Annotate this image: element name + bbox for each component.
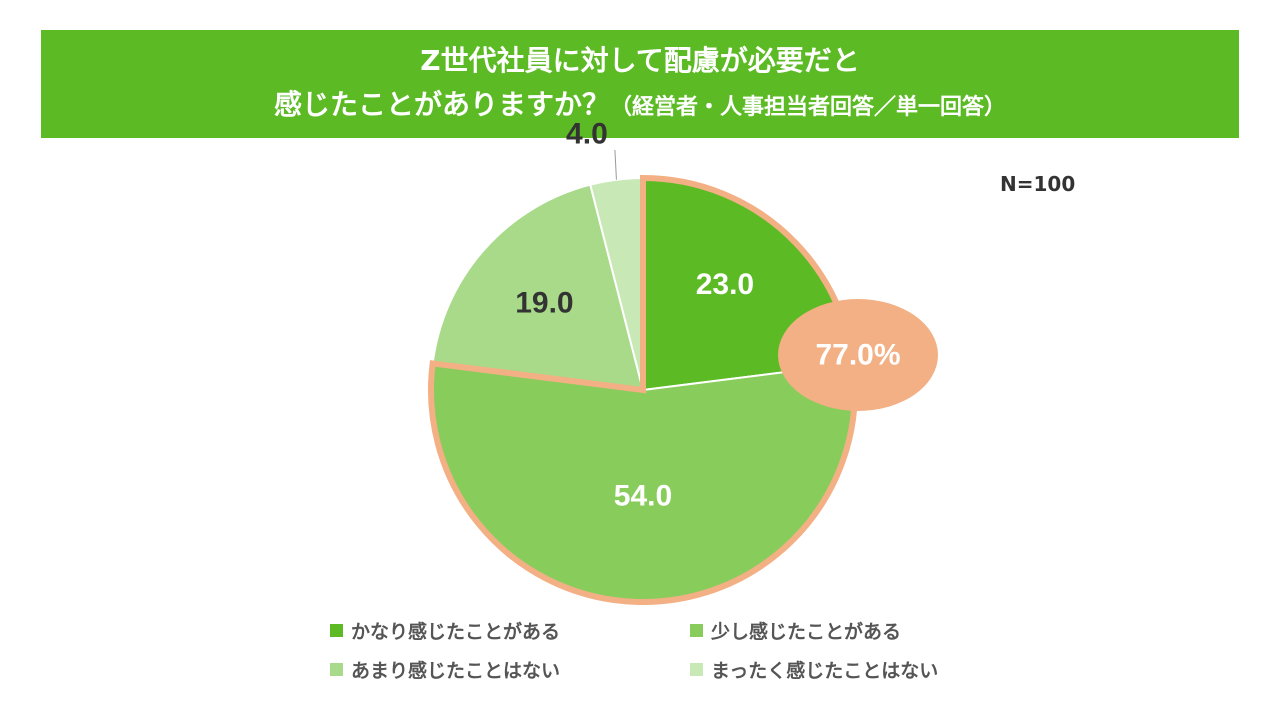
legend-label-1: かなり感じたことがある <box>351 621 561 643</box>
legend-swatch-3 <box>330 663 343 676</box>
chart-title-line2-sub: （経営者・人事担当者回答／単一回答） <box>610 95 1007 120</box>
chart-title-line2-main: 感じたことがありますか？ <box>273 88 610 121</box>
highlight-bubble-label: 77.0% <box>815 339 900 372</box>
legend-item-3: あまり感じたことはない <box>330 656 560 683</box>
data-label-4: 4.0 <box>566 117 608 150</box>
data-label-3: 19.0 <box>515 287 573 320</box>
highlight-bubble-shape <box>778 299 938 411</box>
legend-label-2: 少し感じたことがある <box>711 621 902 643</box>
data-label-1: 23.0 <box>696 268 754 301</box>
chart-title-line2: 感じたことがありますか？（経営者・人事担当者回答／単一回答） <box>41 86 1239 127</box>
title-banner: Z世代社員に対して配慮が必要だと 感じたことがありますか？（経営者・人事担当者回… <box>41 30 1239 138</box>
data-label-2: 54.0 <box>614 480 672 513</box>
leader-line <box>614 149 617 180</box>
sample-size-label: N=100 <box>1000 172 1076 196</box>
chart-title-line1: Z世代社員に対して配慮が必要だと <box>420 44 860 77</box>
highlight-bubble: 77.0% <box>778 299 938 411</box>
legend-label-3: あまり感じたことはない <box>351 660 561 682</box>
legend-label-4: まったく感じたことはない <box>711 660 939 682</box>
legend-item-4: まったく感じたことはない <box>690 656 938 683</box>
legend-swatch-2 <box>690 624 703 637</box>
legend-swatch-4 <box>690 663 703 676</box>
legend-item-2: 少し感じたことがある <box>690 617 901 644</box>
highlight-outline <box>428 174 858 605</box>
legend-swatch-1 <box>330 624 343 637</box>
legend-item-1: かなり感じたことがある <box>330 617 560 644</box>
pie-slice-3 <box>431 183 645 392</box>
